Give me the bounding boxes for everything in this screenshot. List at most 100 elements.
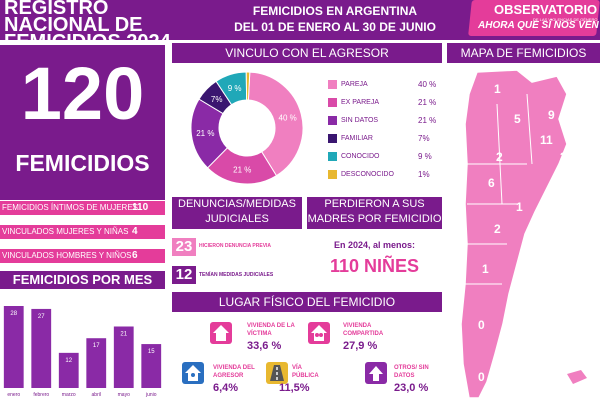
legend-value: 40 % bbox=[418, 80, 437, 89]
map-label: 1 bbox=[516, 200, 523, 214]
lugar-label-line: DATOS bbox=[394, 373, 415, 379]
month-tick-label: abril bbox=[92, 392, 101, 398]
denuncias-title: DENUNCIAS/MEDIDAS JUDICIALES bbox=[172, 197, 302, 229]
month-tick-label: mayo bbox=[118, 392, 130, 398]
breakdown-label: FEMICIDIOS ÍNTIMOS DE MUJERES bbox=[2, 203, 139, 212]
donut-data-label: 40 % bbox=[279, 114, 297, 123]
couple-house-icon bbox=[308, 322, 330, 344]
map-label: 45 bbox=[546, 200, 560, 214]
lugar-title: LUGAR FÍSICO DEL FEMICIDIO bbox=[172, 292, 442, 312]
breakdown-row bbox=[0, 201, 165, 215]
lugar-pct: 23,0 % bbox=[394, 382, 429, 394]
month-bar bbox=[58, 352, 79, 388]
lugar-pct: 6,4% bbox=[213, 382, 239, 394]
logo-main-text: OBSERVATORIO bbox=[494, 2, 598, 17]
total-label: FEMICIDIOS bbox=[15, 150, 150, 176]
month-chart-title: FEMICIDIOS POR MES bbox=[0, 271, 165, 289]
month-tick-label: junio bbox=[145, 392, 157, 398]
madres-caption: En 2024, al menos: bbox=[333, 240, 416, 250]
month-bar bbox=[31, 308, 52, 388]
lugar-label: VIVIENDA COMPARTIDA bbox=[343, 322, 383, 338]
map-islands bbox=[567, 370, 587, 384]
month-tick-label: marzo bbox=[62, 392, 76, 398]
vinculo-legend: PAREJA 40 % EX PAREJA 21 % SIN DATOS 21 % FAMI… bbox=[328, 80, 442, 192]
legend-value: 21 % bbox=[418, 116, 437, 125]
map-label: 3 bbox=[560, 150, 567, 164]
madres-title-line-2: MADRES POR FEMICIDIO bbox=[307, 213, 442, 225]
map-title: MAPA DE FEMICIDIOS bbox=[447, 43, 600, 63]
legend-label: PAREJA bbox=[341, 81, 368, 88]
argentina-map bbox=[460, 69, 587, 399]
legend-value: 1% bbox=[418, 170, 430, 179]
donut-data-label: 21 % bbox=[233, 166, 251, 175]
vinculo-title: VINCULO CON EL AGRESOR bbox=[172, 43, 442, 63]
month-bar bbox=[113, 326, 134, 388]
denuncias-title-line-1: DENUNCIAS/MEDIDAS bbox=[178, 198, 296, 210]
legend-label: CONOCIDO bbox=[341, 153, 380, 160]
map-label: 0 bbox=[478, 318, 485, 332]
total-value: 120 bbox=[20, 52, 145, 135]
legend-value: 21 % bbox=[418, 98, 437, 107]
total-panel bbox=[0, 45, 165, 200]
lugar-label: VIVIENDA DE LA VÍCTIMA bbox=[247, 322, 295, 338]
breakdown-value: 6 bbox=[132, 250, 138, 261]
title-line-1: REGISTRO NACIONAL DE bbox=[4, 0, 143, 36]
lugar-label-line: VÍCTIMA bbox=[247, 331, 272, 337]
map-label: 2 bbox=[496, 150, 503, 164]
lugar-label-line: VÍA bbox=[292, 365, 303, 371]
logo-slogan: AHORA QUE SÍ NOS VEN bbox=[478, 20, 599, 31]
denuncia-previa-value: 23 bbox=[172, 238, 196, 256]
lugar-label-line: AGRESOR bbox=[213, 373, 244, 379]
lugar-label-line: VIVIENDA bbox=[343, 323, 372, 329]
subtitle-line-2: DEL 01 DE ENERO AL 30 DE JUNIO bbox=[234, 20, 436, 34]
legend-swatch bbox=[328, 170, 337, 179]
donut-data-label: 7% bbox=[211, 95, 223, 104]
legend-label: DESCONOCIDO bbox=[341, 171, 394, 178]
map-province-borders bbox=[465, 93, 533, 285]
bar-data-label: 28 bbox=[10, 311, 17, 317]
map-label: 11 bbox=[540, 133, 553, 147]
donut-data-label: 9 % bbox=[228, 84, 242, 93]
month-bar-chart: 28 enero 27 febrero 12 marzo 17 abril 21 mayo 15 ju… bbox=[3, 306, 162, 398]
page-title: REGISTRO NACIONAL DE FEMICIDIOS 2024 bbox=[4, 0, 184, 52]
legend-swatch bbox=[328, 116, 337, 125]
month-tick-label: enero bbox=[7, 392, 20, 398]
map-label: 7 bbox=[570, 118, 577, 132]
bar-data-label: 12 bbox=[65, 358, 72, 364]
legend-swatch bbox=[328, 134, 337, 143]
breakdown-label: VINCULADOS MUJERES Y NIÑAS bbox=[2, 227, 129, 236]
lugar-label-line: VIVIENDA DE LA bbox=[247, 323, 295, 329]
denuncias-title-line-2: JUDICIALES bbox=[205, 213, 269, 225]
map-label: 2 bbox=[494, 222, 501, 236]
breakdown-row bbox=[0, 225, 165, 239]
page-subtitle: FEMICIDIOS EN ARGENTINA DEL 01 DE ENERO … bbox=[210, 3, 460, 35]
madres-value: 110 NIÑES bbox=[329, 256, 420, 276]
legend-value: 9 % bbox=[418, 152, 432, 161]
breakdown-value: 4 bbox=[132, 226, 138, 237]
bar-data-label: 17 bbox=[93, 343, 100, 349]
medidas-judiciales-label: TENÍAN MEDIDAS JUDICIALES bbox=[199, 272, 274, 278]
bar-data-label: 21 bbox=[120, 332, 127, 338]
month-bar bbox=[141, 344, 162, 388]
breakdown-value: 110 bbox=[132, 202, 149, 213]
lugar-label-line: VIVIENDA DEL bbox=[213, 365, 255, 371]
month-bar bbox=[86, 338, 107, 388]
month-bar bbox=[3, 306, 24, 388]
lugar-label: VÍA PÚBLICA bbox=[292, 364, 319, 380]
logo-small-text: DE LAS VIOLENCIAS DE GÉNERO bbox=[533, 17, 598, 22]
lugar-pct: 11,5% bbox=[279, 382, 310, 394]
legend-label: EX PAREJA bbox=[341, 99, 379, 106]
legend-label: SIN DATOS bbox=[341, 117, 379, 124]
map-label: 6 bbox=[488, 176, 495, 190]
legend-label: FAMILIAR bbox=[341, 135, 373, 142]
lugar-pct: 27,9 % bbox=[343, 340, 378, 352]
map-label: 1 bbox=[482, 262, 489, 276]
madres-title-line-1: PERDIERON A SUS bbox=[324, 198, 425, 210]
donut-data-label: 21 % bbox=[196, 129, 214, 138]
subtitle-line-1: FEMICIDIOS EN ARGENTINA bbox=[252, 4, 418, 18]
month-tick-label: febrero bbox=[33, 392, 49, 398]
lugar-label: OTROS/ SIN DATOS bbox=[394, 364, 429, 380]
map-country-shape bbox=[460, 69, 568, 399]
donut-slice bbox=[245, 71, 251, 101]
house-person-icon bbox=[182, 362, 204, 384]
